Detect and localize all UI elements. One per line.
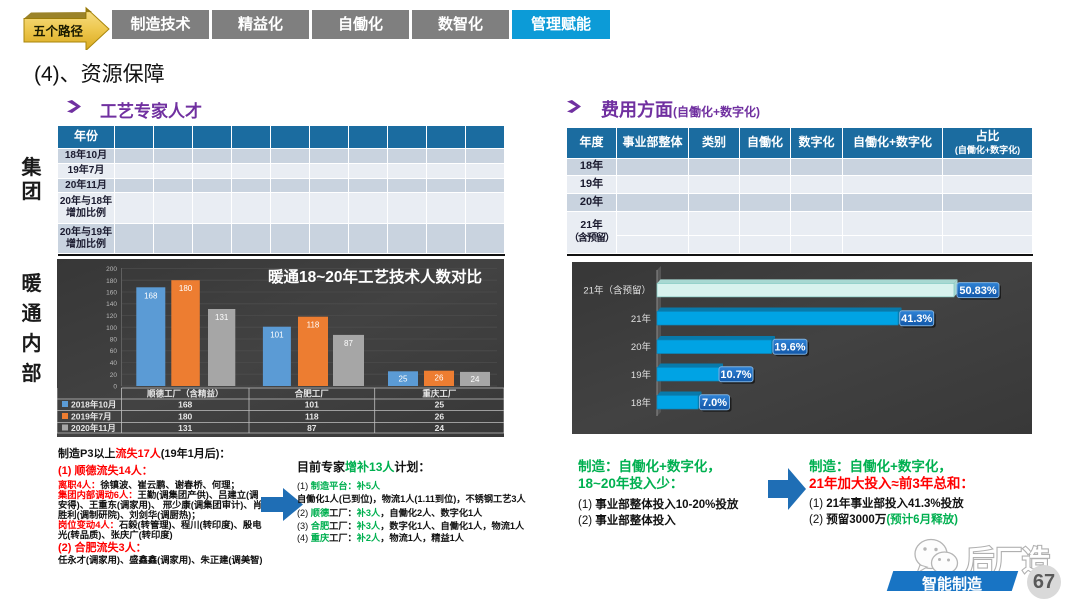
svg-text:10.7%: 10.7% — [720, 369, 751, 381]
svg-text:20年: 20年 — [631, 341, 652, 353]
svg-text:101: 101 — [305, 400, 319, 410]
svg-text:87: 87 — [344, 339, 353, 348]
svg-text:118: 118 — [307, 321, 320, 330]
svg-text:26: 26 — [435, 412, 445, 422]
svg-text:五个路径: 五个路径 — [33, 24, 84, 39]
svg-text:180: 180 — [179, 284, 193, 293]
svg-text:160: 160 — [106, 290, 117, 297]
svg-text:顺德工厂（含精益）: 顺德工厂（含精益） — [147, 389, 224, 399]
svg-text:重庆工厂: 重庆工厂 — [422, 389, 457, 399]
svg-text:19.6%: 19.6% — [774, 341, 805, 353]
svg-text:25: 25 — [399, 374, 408, 383]
svg-text:60: 60 — [110, 348, 118, 355]
svg-text:100: 100 — [106, 325, 117, 332]
svg-text:131: 131 — [215, 313, 229, 322]
svg-text:24: 24 — [435, 423, 445, 433]
svg-text:50.83%: 50.83% — [959, 285, 997, 297]
svg-text:19年: 19年 — [631, 369, 652, 381]
svg-text:7.0%: 7.0% — [702, 397, 727, 409]
svg-text:200: 200 — [106, 266, 117, 273]
svg-text:2019年7月: 2019年7月 — [71, 412, 112, 422]
svg-text:21年（含预留）: 21年（含预留） — [583, 285, 651, 297]
svg-text:131: 131 — [178, 423, 192, 433]
svg-text:120: 120 — [106, 313, 117, 320]
svg-text:41.3%: 41.3% — [901, 313, 932, 325]
svg-text:暖通18~20年工艺技术人数对比: 暖通18~20年工艺技术人数对比 — [268, 267, 482, 286]
svg-text:168: 168 — [178, 400, 192, 410]
svg-text:0: 0 — [113, 384, 117, 391]
svg-text:40: 40 — [110, 360, 118, 367]
svg-text:合肥工厂: 合肥工厂 — [294, 389, 330, 399]
svg-text:87: 87 — [307, 423, 317, 433]
svg-text:80: 80 — [110, 337, 118, 344]
svg-text:2020年11月: 2020年11月 — [71, 423, 116, 433]
svg-text:20: 20 — [110, 372, 118, 379]
svg-text:26: 26 — [435, 374, 444, 383]
svg-text:101: 101 — [270, 331, 284, 340]
svg-text:2018年10月: 2018年10月 — [71, 400, 116, 410]
svg-text:180: 180 — [106, 278, 117, 285]
svg-text:24: 24 — [471, 375, 480, 384]
svg-text:118: 118 — [305, 412, 319, 422]
svg-text:168: 168 — [144, 291, 158, 300]
svg-text:21年: 21年 — [631, 313, 652, 325]
svg-text:140: 140 — [106, 301, 117, 308]
svg-text:25: 25 — [435, 400, 445, 410]
svg-text:18年: 18年 — [631, 397, 652, 409]
svg-text:180: 180 — [178, 412, 192, 422]
